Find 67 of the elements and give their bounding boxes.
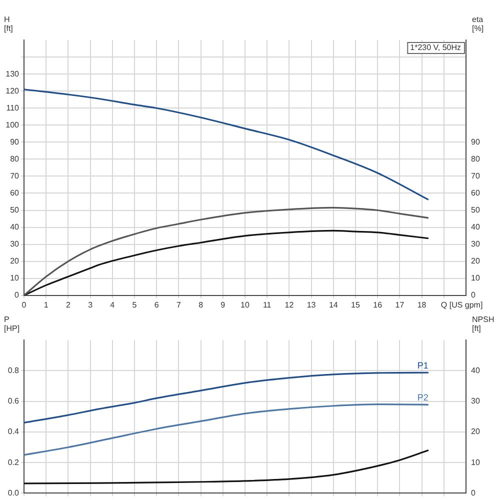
y-tick-label: 10 [10, 274, 20, 283]
y2-tick-label: 70 [471, 171, 480, 180]
x-tick-label: 2 [66, 300, 71, 310]
y2-tick-label: 80 [471, 154, 480, 164]
y-tick-label: 0.0 [8, 488, 20, 498]
y2-tick-label: 30 [471, 396, 480, 406]
annotation: 1*230 V, 50Hz [410, 43, 462, 52]
y-tick-label: 130 [6, 69, 20, 78]
y-tick-label: 0.4 [8, 427, 20, 436]
x-tick-label: 17 [395, 300, 405, 310]
series-label: P2 [417, 392, 428, 403]
y2-axis-title: eta [%] [472, 15, 484, 34]
x-tick-label: 10 [240, 300, 250, 310]
y2-tick-label: 60 [471, 188, 480, 198]
line-series [24, 404, 430, 456]
y-tick-label: 80 [10, 154, 20, 164]
x-tick-label: 5 [132, 300, 138, 310]
line-series [24, 88, 430, 201]
y-tick-label: 50 [10, 205, 20, 214]
x-tick-label: 3 [88, 300, 94, 310]
x-tick-label: 1 [44, 300, 49, 310]
y-tick-label: 0.2 [8, 458, 20, 467]
y2-tick-label: 20 [471, 256, 480, 266]
y2-tick-label: 30 [471, 240, 480, 249]
x-axis-title: Q [US gpm] [440, 300, 483, 310]
y-axis-title: P [HP] [4, 315, 20, 334]
y-axis-title: H [ft] [4, 15, 13, 34]
y2-tick-label: 50 [471, 205, 480, 214]
x-tick-label: 16 [373, 300, 383, 310]
x-tick-label: 6 [154, 300, 160, 310]
y-tick-label: 90 [10, 137, 20, 146]
line-series [24, 230, 430, 296]
x-tick-label: 7 [176, 300, 182, 310]
y-tick-label: 0.8 [8, 366, 20, 375]
y2-axis-title: NPSH [ft] [472, 315, 494, 334]
y2-tick-label: 20 [471, 427, 480, 436]
y-tick-label: 30 [10, 240, 20, 249]
y-tick-label: 40 [10, 222, 20, 232]
x-tick-label: 12 [284, 300, 294, 310]
y-tick-label: 60 [10, 188, 20, 198]
y-tick-label: 0 [14, 290, 20, 300]
y2-tick-label: 40 [471, 222, 480, 232]
x-tick-label: 0 [22, 300, 27, 310]
line-series [24, 206, 430, 296]
y2-tick-label: 90 [471, 137, 480, 146]
x-tick-label: 15 [351, 300, 360, 310]
y2-tick-label: 10 [471, 458, 480, 467]
y-tick-label: 0.6 [8, 396, 20, 406]
y2-tick-label: 40 [471, 366, 480, 375]
y2-tick-label: 0 [471, 488, 476, 498]
series-label: P1 [417, 360, 428, 371]
line-series [24, 372, 430, 424]
x-tick-label: 8 [198, 300, 204, 310]
y-tick-label: 120 [6, 86, 20, 96]
x-tick-label: 13 [306, 300, 316, 310]
y-tick-label: 20 [10, 256, 20, 266]
x-tick-label: 9 [220, 300, 226, 310]
y2-tick-label: 0 [471, 290, 476, 300]
y2-tick-label: 10 [471, 274, 480, 283]
x-tick-label: 11 [262, 300, 272, 310]
y-tick-label: 110 [6, 103, 20, 112]
line-series [24, 450, 430, 484]
y-tick-label: 70 [10, 171, 20, 180]
x-tick-label: 14 [328, 300, 338, 310]
x-tick-label: 18 [417, 300, 427, 310]
x-tick-label: 4 [110, 300, 116, 310]
y-tick-label: 100 [6, 120, 20, 130]
